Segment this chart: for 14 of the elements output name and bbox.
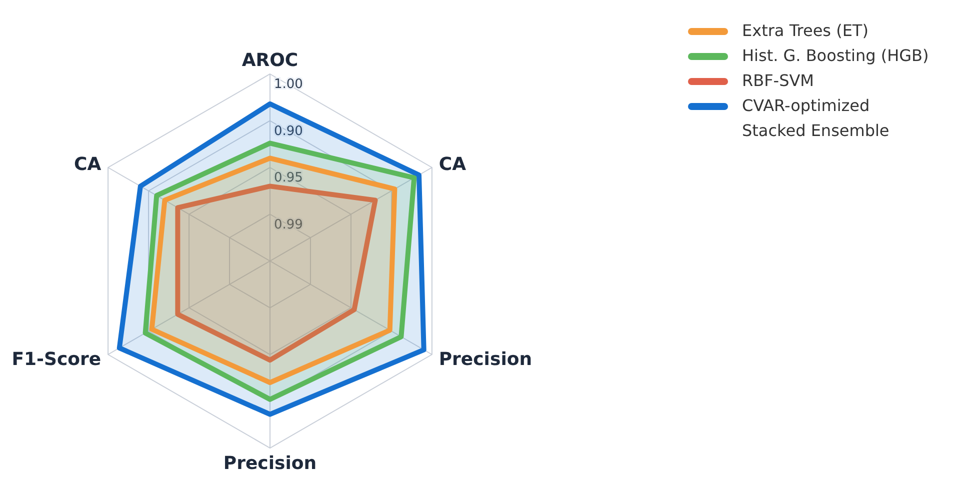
legend-label: Hist. G. Boosting (HGB) [742, 45, 930, 67]
legend-label: CVAR-optimized Stacked Ensemble [742, 95, 890, 142]
text: 0.90 [274, 124, 303, 139]
legend-label: Extra Trees (ET) [742, 20, 870, 42]
legend-label: RBF-SVM [742, 70, 815, 92]
text: 0.95 [274, 170, 303, 186]
spoke-label: AROC [242, 50, 298, 71]
spoke-label: CA [74, 154, 102, 175]
text: 0.99 [274, 217, 303, 232]
spoke-label: Precision [223, 452, 317, 474]
spoke-label: F1-Score [12, 348, 102, 370]
spoke-label: CA [438, 154, 466, 175]
spoke-label: Precision [438, 348, 532, 370]
text: 1.00 [274, 77, 303, 92]
